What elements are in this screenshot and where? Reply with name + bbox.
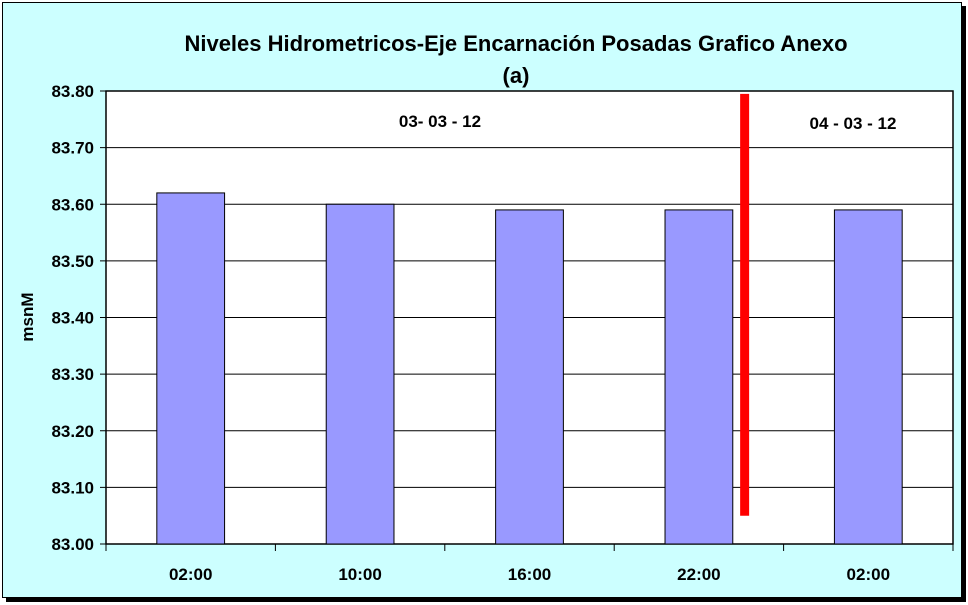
y-tick-label: 83.10: [51, 478, 94, 497]
y-tick-label: 83.40: [51, 309, 94, 328]
x-tick-label: 22:00: [677, 565, 720, 584]
chart-title-line2: (a): [503, 63, 530, 88]
y-tick-labels: 83.00 83.10 83.20 83.30 83.40 83.50 83.60 83.70…: [51, 82, 94, 554]
y-tick-label: 83.50: [51, 252, 94, 271]
y-tick-label: 83.80: [51, 82, 94, 101]
bar-0: [156, 192, 226, 545]
bars: [156, 192, 903, 545]
date-annotation-right: 04 - 03 - 12: [810, 114, 897, 133]
bar-1: [325, 203, 395, 545]
y-tick-label: 83.60: [51, 195, 94, 214]
x-tick-label: 02:00: [169, 565, 212, 584]
y-axis-label: msnM: [18, 292, 37, 341]
bar-4: [833, 209, 903, 545]
y-tick-label: 83.30: [51, 365, 94, 384]
chart-title-line1: Niveles Hidrometricos-Eje Encarnación Po…: [184, 31, 847, 56]
y-tick-label: 83.00: [51, 535, 94, 554]
x-tick-label: 02:00: [847, 565, 890, 584]
date-annotation-left: 03- 03 - 12: [399, 112, 481, 131]
bar-chart: Niveles Hidrometricos-Eje Encarnación Po…: [18, 31, 954, 584]
x-tick-label: 10:00: [338, 565, 381, 584]
bar-3: [664, 209, 734, 545]
x-tick-labels: 02:00 10:00 16:00 22:00 02:00: [169, 565, 890, 584]
chart-frame: Niveles Hidrometricos-Eje Encarnación Po…: [2, 2, 962, 598]
y-tick-label: 83.70: [51, 139, 94, 158]
bar-2: [495, 209, 564, 545]
y-tick-label: 83.20: [51, 422, 94, 441]
x-tick-label: 16:00: [508, 565, 551, 584]
